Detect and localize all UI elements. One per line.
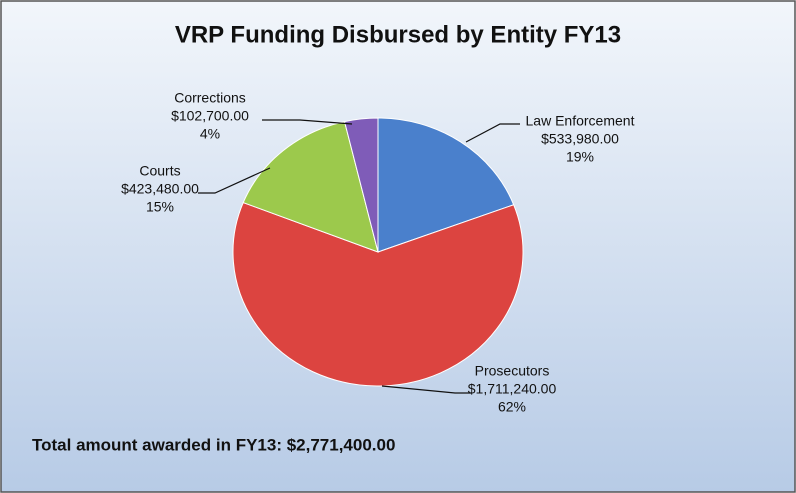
slice-value-label: $102,700.00 (171, 108, 249, 124)
slice-value-label: $533,980.00 (541, 131, 619, 147)
slice-value-label: $423,480.00 (121, 181, 199, 197)
slice-percent-label: 62% (498, 399, 526, 415)
chart-title: VRP Funding Disbursed by Entity FY13 (175, 21, 621, 48)
pie-slice (232, 201, 524, 387)
leader-line (381, 385, 472, 394)
pie-slice (377, 117, 515, 253)
slice-label: Courts (139, 163, 180, 179)
leader-line (198, 167, 271, 194)
pie-slice (343, 117, 379, 253)
leader-line (262, 119, 353, 125)
annotation: Total amount awarded in FY13: $2,771,400… (32, 435, 395, 454)
slice-label: Law Enforcement (526, 113, 635, 129)
slice-percent-label: 15% (146, 199, 174, 215)
slice-percent-label: 4% (200, 126, 220, 142)
slice-label: Corrections (174, 90, 246, 106)
slice-label: Prosecutors (475, 363, 550, 379)
leader-line (465, 123, 520, 143)
slice-percent-label: 19% (566, 149, 594, 165)
slice-value-label: $1,711,240.00 (468, 381, 557, 397)
pie-slice (242, 121, 379, 253)
